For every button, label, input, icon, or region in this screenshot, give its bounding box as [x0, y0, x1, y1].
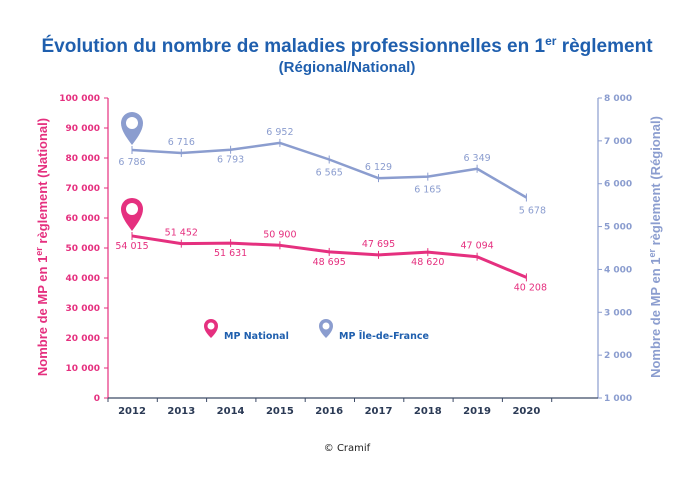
x-tick-label: 2020	[512, 406, 540, 417]
series-idf-data-label: 6 716	[168, 137, 195, 148]
series-idf-data-label: 5 678	[519, 206, 546, 217]
series-national-data-label: 51 631	[214, 248, 247, 259]
right-tick-label: 5 000	[604, 223, 632, 233]
right-tick-label: 6 000	[604, 180, 632, 190]
series-idf-data-label: 6 565	[316, 168, 343, 179]
series-national-data-label: 47 094	[460, 241, 493, 252]
x-tick-label: 2015	[266, 406, 294, 417]
legend-idf-label: MP Île-de-France	[339, 330, 429, 342]
right-axis-ticks: 1 000 2 000 3 000 4 000 5 000 6 000 7 000 8 000	[598, 94, 632, 404]
left-tick-label: 50 000	[66, 244, 100, 254]
left-tick-label: 80 000	[66, 154, 100, 164]
chart-subtitle: (Régional/National)	[279, 59, 416, 76]
left-axis-ticks: 0 10 000 20 000 30 000 40 000 50 000 60 000 70 …	[59, 94, 108, 404]
series-idf-data-label: 6 793	[217, 155, 244, 166]
source-credit: © Cramif	[324, 443, 371, 454]
series-national-data-label: 48 695	[313, 257, 346, 268]
chart-title: Évolution du nombre de maladies professi…	[41, 34, 653, 57]
series-idf-data-label: 6 952	[266, 127, 293, 138]
x-tick-label: 2014	[217, 406, 245, 417]
x-tick-label: 2012	[118, 406, 146, 417]
x-tick-label: 2013	[167, 406, 195, 417]
series-national-data-label: 40 208	[514, 282, 547, 293]
left-tick-label: 40 000	[66, 274, 100, 284]
left-tick-label: 0	[94, 394, 100, 404]
series-idf-pin-marker	[121, 112, 143, 146]
series-idf-data-label: 6 786	[118, 157, 145, 168]
right-tick-label: 4 000	[604, 265, 632, 275]
left-tick-label: 20 000	[66, 334, 100, 344]
left-axis-label: Nombre de MP en 1er règlement (National)	[34, 118, 50, 376]
left-tick-label: 10 000	[66, 364, 100, 374]
left-tick-label: 30 000	[66, 304, 100, 314]
legend-national-label: MP National	[224, 331, 289, 342]
left-tick-label: 90 000	[66, 124, 100, 134]
series-idf-data-label: 6 165	[414, 185, 441, 196]
x-tick-label: 2017	[365, 406, 393, 417]
x-tick-label: 2019	[463, 406, 491, 417]
legend-idf-marker	[319, 319, 333, 338]
right-tick-label: 8 000	[604, 94, 632, 104]
series-national-pin-marker	[121, 197, 143, 231]
series-national-data-label: 50 900	[263, 229, 296, 240]
x-axis-ticks: 2012 2013 2014 2015 2016 2017 2018 2019 2020	[107, 398, 553, 417]
series-layer: 54 015 51 452 51 631 50 900 48 695 47 695 48 6…	[115, 112, 547, 293]
right-tick-label: 1 000	[604, 394, 632, 404]
left-tick-label: 100 000	[59, 94, 100, 104]
series-idf-data-label: 6 129	[365, 162, 392, 173]
right-tick-label: 2 000	[604, 351, 632, 361]
series-national-data-label: 51 452	[165, 228, 198, 239]
series-national-data-label: 54 015	[115, 241, 148, 252]
right-tick-label: 7 000	[604, 137, 632, 147]
series-idf-data-label: 6 349	[463, 153, 490, 164]
right-tick-label: 3 000	[604, 308, 632, 318]
x-tick-label: 2018	[414, 406, 442, 417]
right-axis-label: Nombre de MP en 1er règlement (Régional)	[647, 116, 663, 378]
legend: MP National MP Île-de-France	[204, 319, 429, 342]
x-tick-label: 2016	[315, 406, 343, 417]
left-tick-label: 60 000	[66, 214, 100, 224]
series-national-data-label: 48 620	[411, 257, 444, 268]
left-tick-label: 70 000	[66, 184, 100, 194]
legend-national-marker	[204, 319, 218, 338]
series-national-data-label: 47 695	[362, 239, 395, 250]
